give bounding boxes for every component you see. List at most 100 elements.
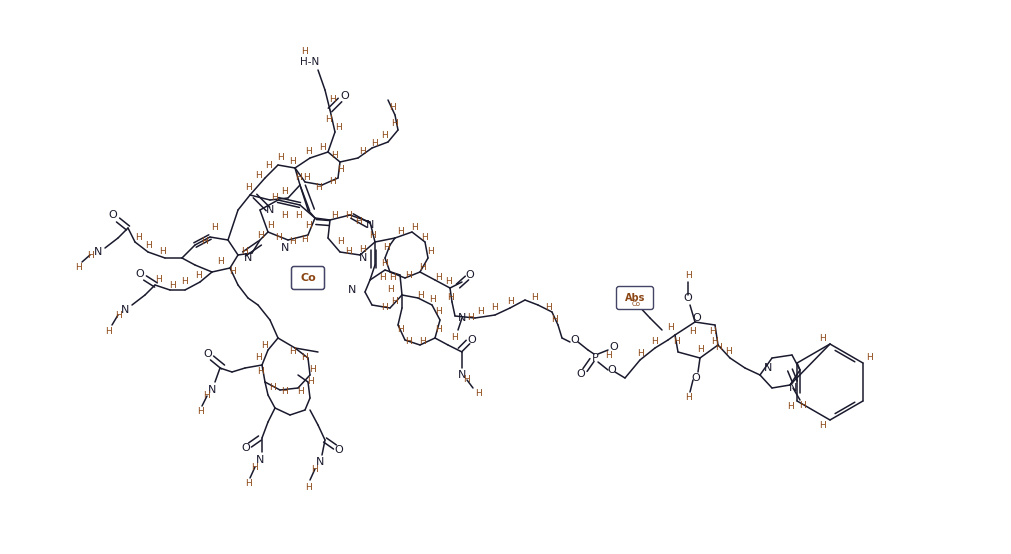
FancyBboxPatch shape <box>617 286 653 310</box>
Text: H: H <box>435 273 442 281</box>
Text: Co: Co <box>300 273 315 283</box>
Text: H: H <box>145 240 152 249</box>
Text: P: P <box>591 353 599 363</box>
Text: H: H <box>697 346 704 355</box>
Text: H: H <box>388 274 395 283</box>
Text: H: H <box>605 351 612 360</box>
Text: H: H <box>435 326 442 335</box>
Text: H: H <box>155 275 162 285</box>
Text: H: H <box>491 304 498 312</box>
Text: N: N <box>366 220 374 230</box>
Text: H: H <box>380 259 387 269</box>
Text: H: H <box>303 173 310 182</box>
Text: H: H <box>379 274 385 283</box>
Text: O: O <box>135 269 145 279</box>
Text: O: O <box>692 373 701 383</box>
Text: N: N <box>281 243 289 253</box>
Text: H: H <box>318 143 326 152</box>
Text: H: H <box>211 223 218 233</box>
Text: H: H <box>75 264 81 273</box>
Text: H: H <box>169 280 175 290</box>
Text: H: H <box>335 124 342 132</box>
Text: H: H <box>337 166 344 175</box>
Text: N: N <box>458 313 466 323</box>
Text: H: H <box>507 297 514 306</box>
Text: H: H <box>552 315 558 325</box>
Text: H: H <box>288 347 295 357</box>
Text: H: H <box>314 183 321 192</box>
Text: H-N: H-N <box>300 57 319 67</box>
Text: H: H <box>203 392 210 401</box>
Text: O: O <box>576 369 585 379</box>
Text: N: N <box>315 457 325 467</box>
Text: H: H <box>673 337 680 346</box>
Text: H: H <box>275 233 281 243</box>
Text: O: O <box>335 445 344 455</box>
Text: H: H <box>386 285 393 295</box>
Text: H: H <box>382 244 389 253</box>
Text: H: H <box>329 95 336 105</box>
Text: O: O <box>610 342 619 352</box>
Text: O: O <box>341 91 350 101</box>
Text: H: H <box>396 228 403 237</box>
Text: H: H <box>688 327 696 336</box>
Text: H: H <box>396 326 403 335</box>
Text: H: H <box>725 347 731 357</box>
Text: H: H <box>422 233 429 243</box>
Text: H: H <box>447 294 453 302</box>
Text: H: H <box>684 393 692 403</box>
Text: H: H <box>304 483 311 491</box>
Text: H: H <box>304 147 311 156</box>
Text: H: H <box>404 271 411 280</box>
Text: H: H <box>709 327 716 336</box>
FancyBboxPatch shape <box>291 266 325 290</box>
Text: H: H <box>267 220 273 229</box>
Text: H: H <box>799 401 806 409</box>
Text: H: H <box>301 353 308 362</box>
Text: H: H <box>652 337 658 346</box>
Text: H: H <box>255 171 262 179</box>
Text: H: H <box>391 297 398 306</box>
Text: H: H <box>445 278 451 286</box>
Text: H: H <box>820 421 826 430</box>
Text: H: H <box>372 138 378 147</box>
Text: H: H <box>325 115 332 125</box>
Text: H: H <box>332 211 339 219</box>
Text: H: H <box>294 173 301 182</box>
Text: N: N <box>266 205 274 215</box>
Text: O: O <box>466 270 474 280</box>
Text: H: H <box>245 183 252 192</box>
Text: H: H <box>474 388 481 398</box>
Text: H: H <box>195 271 201 280</box>
Text: H: H <box>304 220 311 229</box>
Text: H: H <box>301 235 308 244</box>
Text: N: N <box>359 253 367 263</box>
Text: N: N <box>244 253 252 263</box>
Text: H: H <box>381 304 388 312</box>
Text: H: H <box>306 377 313 387</box>
Text: O: O <box>242 443 251 453</box>
Text: O: O <box>570 335 579 345</box>
Text: H: H <box>282 387 288 397</box>
Text: N: N <box>458 370 466 380</box>
Text: N: N <box>789 383 798 393</box>
Text: H: H <box>715 343 722 352</box>
Text: N: N <box>256 455 264 465</box>
Text: H: H <box>712 337 719 346</box>
Text: N: N <box>94 247 102 257</box>
Text: O: O <box>108 210 117 220</box>
Text: O: O <box>683 293 693 303</box>
Text: H: H <box>332 151 339 161</box>
Text: H: H <box>467 314 473 322</box>
Text: H: H <box>308 366 315 375</box>
Text: H: H <box>311 464 318 474</box>
Text: H: H <box>216 258 223 266</box>
Text: H: H <box>411 223 419 233</box>
Text: H: H <box>637 350 643 358</box>
Text: H: H <box>288 157 295 167</box>
Text: H: H <box>532 294 539 302</box>
Text: O: O <box>608 365 617 375</box>
Text: O: O <box>203 349 212 359</box>
Text: Co: Co <box>632 301 641 307</box>
Text: H: H <box>369 230 375 239</box>
